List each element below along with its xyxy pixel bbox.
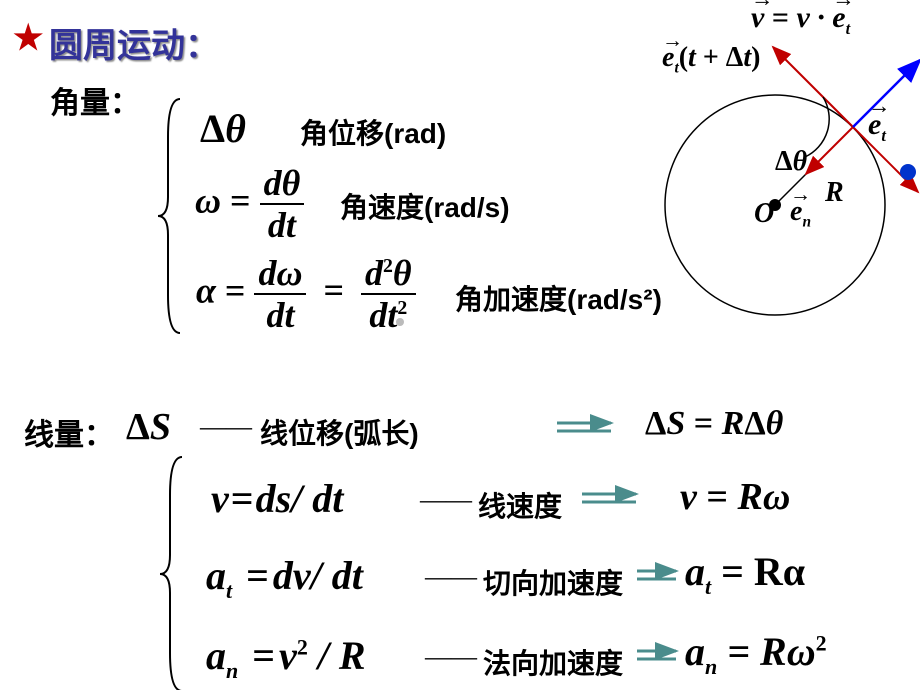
v-eq: = (231, 476, 254, 521)
label-v: 线速度 (478, 485, 562, 525)
an-a: a (206, 633, 226, 678)
formula-at: at =dv/ dt (206, 552, 363, 599)
diagram-O: O (754, 198, 774, 230)
label-at: 切向加速度 (483, 562, 623, 602)
label-ds: 线位移(弧长) (260, 412, 419, 452)
linear-heading: 线量： (24, 410, 114, 454)
diagram-R: R (825, 177, 844, 209)
formula-an: an =v2 / R (206, 632, 366, 679)
an-rhs-b: / R (308, 633, 366, 678)
arrow-an (634, 641, 689, 669)
dash-at: —— (425, 562, 477, 592)
dash-ds: —— (200, 412, 252, 442)
an-rhs-exp: 2 (297, 635, 308, 660)
arrow-at (634, 561, 689, 589)
diagram-et-dt: et(t + Δt) (662, 42, 760, 74)
label-an: 法向加速度 (483, 642, 623, 682)
at-a: a (206, 553, 226, 598)
at-sub: t (226, 578, 232, 603)
dash-an: —— (425, 642, 477, 672)
formula-v-rel: v = Rω (680, 475, 790, 519)
at-rel-a: a (685, 549, 705, 594)
v-lhs: v (211, 476, 229, 521)
diagram-dtheta: Δθ (775, 146, 807, 178)
an-rhs-a: v (279, 633, 297, 678)
formula-ds-rel: ΔS = RΔθ (645, 405, 783, 443)
brace-linear (158, 455, 188, 690)
an-rel-a: a (685, 629, 705, 674)
an-sub: n (226, 658, 238, 683)
formula-ds: ΔS (126, 405, 171, 449)
v-rhs: ds/ dt (256, 476, 344, 521)
at-eq: = (246, 553, 269, 598)
at-rhs: dv/ dt (273, 553, 363, 598)
an-eq: = (252, 633, 275, 678)
formula-at-rel: at = Rα (685, 548, 805, 595)
an-rel-exp: 2 (816, 631, 827, 656)
at-rel-rhs: = Rα (711, 549, 805, 594)
diagram-et: et (868, 108, 886, 142)
diagram-v-eq: v = v · et (751, 1, 850, 35)
formula-an-rel: an = Rω2 (685, 628, 827, 675)
an-rel-rhs: = Rω (717, 629, 815, 674)
an-rel-sub: n (705, 654, 717, 679)
diagram-en: en (790, 196, 811, 228)
dash-v: —— (420, 485, 472, 515)
formula-v: v=ds/ dt (211, 475, 343, 522)
arrow-ds (553, 413, 625, 441)
arrow-v (578, 484, 650, 512)
